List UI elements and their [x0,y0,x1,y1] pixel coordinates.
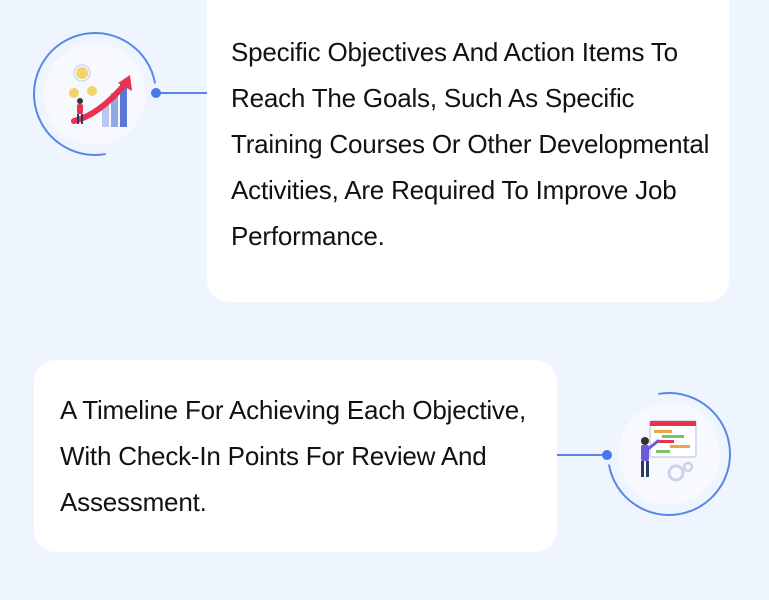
timeline-text: A Timeline For Achieving Each Objective,… [60,395,527,517]
growth-chart-icon [44,43,146,145]
connector-dot [151,88,161,98]
connector-line [156,92,207,94]
connector-dot [602,450,612,460]
timeline-card: A Timeline For Achieving Each Objective,… [34,360,557,552]
timeline-board-icon [618,403,720,505]
objective-text: Specific Objectives And Action Items To … [231,37,710,251]
connector-line [557,454,607,456]
objective-card: Specific Objectives And Action Items To … [207,0,729,302]
